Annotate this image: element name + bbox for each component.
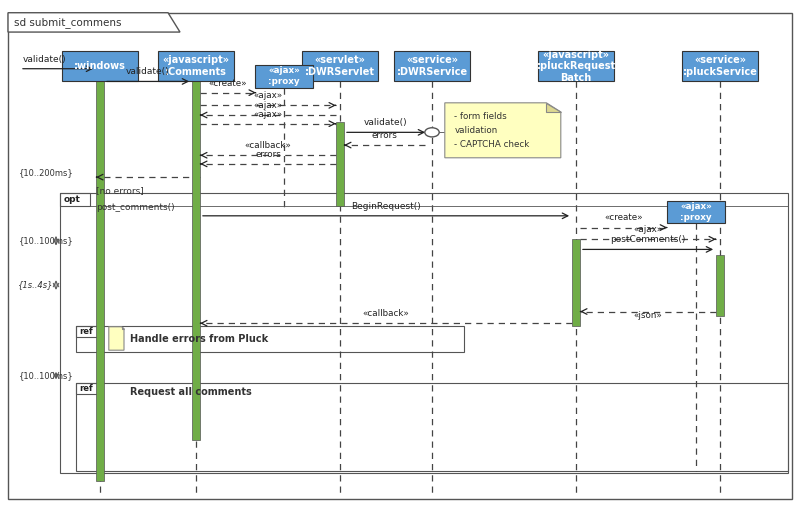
FancyBboxPatch shape xyxy=(716,254,724,316)
Text: «create»: «create» xyxy=(604,213,643,222)
Text: «ajax»: «ajax» xyxy=(254,109,282,119)
Text: {1s..4s}: {1s..4s} xyxy=(18,280,54,290)
Text: opt: opt xyxy=(63,195,80,204)
Text: {10..200ms}: {10..200ms} xyxy=(18,168,73,178)
Text: post_comments(): post_comments() xyxy=(96,203,174,212)
Text: «service»
:DWRService: «service» :DWRService xyxy=(397,55,467,77)
Text: sd submit_commens: sd submit_commens xyxy=(14,17,121,28)
Text: «ajax»
:proxy: «ajax» :proxy xyxy=(268,66,300,86)
Text: «javascript»
:pluckRequest
Batch: «javascript» :pluckRequest Batch xyxy=(537,49,615,83)
Text: validate(): validate() xyxy=(364,118,408,127)
Text: - CAPTCHA check: - CAPTCHA check xyxy=(454,140,530,149)
Text: ref: ref xyxy=(79,384,93,393)
Text: «javascript»
:Comments: «javascript» :Comments xyxy=(162,55,230,77)
FancyBboxPatch shape xyxy=(336,122,344,206)
Text: Handle errors from Pluck: Handle errors from Pluck xyxy=(130,334,268,344)
Text: [no errors]: [no errors] xyxy=(96,186,144,195)
FancyBboxPatch shape xyxy=(394,51,470,81)
Text: «ajax»
:proxy: «ajax» :proxy xyxy=(680,202,712,222)
FancyBboxPatch shape xyxy=(192,69,200,440)
Text: «servlet»
:DWRServlet: «servlet» :DWRServlet xyxy=(305,55,375,77)
FancyBboxPatch shape xyxy=(302,51,378,81)
Polygon shape xyxy=(445,103,561,158)
Text: - form fields: - form fields xyxy=(454,111,507,121)
Text: «callback»: «callback» xyxy=(362,309,410,318)
FancyBboxPatch shape xyxy=(667,201,725,223)
Text: «json»: «json» xyxy=(634,310,662,320)
Polygon shape xyxy=(8,13,180,32)
Polygon shape xyxy=(546,103,561,112)
Text: :windows: :windows xyxy=(74,61,126,71)
FancyBboxPatch shape xyxy=(96,69,104,481)
Text: «ajax»: «ajax» xyxy=(634,225,662,234)
Text: «ajax»: «ajax» xyxy=(254,91,282,100)
FancyBboxPatch shape xyxy=(62,51,138,81)
FancyBboxPatch shape xyxy=(572,239,580,326)
Text: Request all comments: Request all comments xyxy=(130,387,251,397)
Text: validate(): validate() xyxy=(22,54,66,64)
Text: «ajax»: «ajax» xyxy=(254,101,282,110)
Text: «service»
:pluckService: «service» :pluckService xyxy=(682,55,758,77)
Text: {10..100ms}: {10..100ms} xyxy=(18,236,73,245)
Text: postComments(): postComments() xyxy=(610,235,686,244)
Text: «create»: «create» xyxy=(209,78,247,88)
Text: validate(): validate() xyxy=(126,67,170,76)
FancyBboxPatch shape xyxy=(538,51,614,81)
Polygon shape xyxy=(122,327,124,329)
FancyBboxPatch shape xyxy=(682,51,758,81)
Circle shape xyxy=(425,128,439,137)
Polygon shape xyxy=(109,327,124,350)
Text: «callback»: «callback» xyxy=(245,141,291,150)
FancyBboxPatch shape xyxy=(255,65,313,88)
Text: BeginRequest(): BeginRequest() xyxy=(351,202,421,211)
Text: errors: errors xyxy=(371,131,398,140)
Text: validation: validation xyxy=(454,126,498,135)
Text: {10..100ms}: {10..100ms} xyxy=(18,371,73,380)
FancyBboxPatch shape xyxy=(158,51,234,81)
Text: errors: errors xyxy=(255,150,281,159)
Text: ref: ref xyxy=(79,327,93,336)
